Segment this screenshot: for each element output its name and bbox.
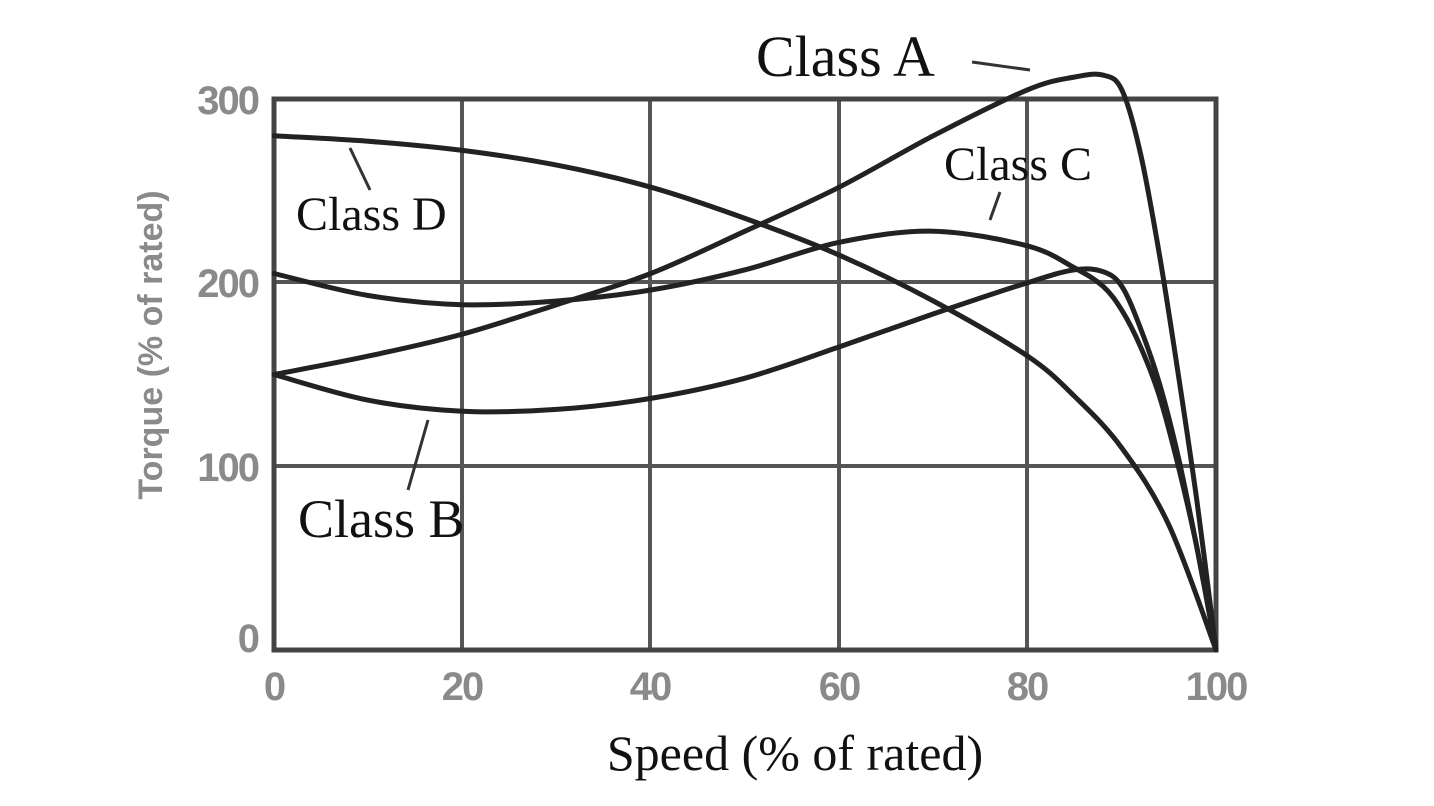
arrow-class-c (988, 191, 1002, 221)
y-axis-label: Torque (% of rated) (132, 190, 170, 499)
x-axis-label: Speed (% of rated) (607, 725, 983, 781)
curve-class-c (271, 228, 1219, 653)
x-tick-100: 100 (1186, 665, 1247, 709)
annotation-arrows (348, 60, 1031, 491)
x-axis-ticks: 0 20 40 60 80 100 (264, 665, 1249, 709)
x-tick-60: 60 (819, 665, 860, 709)
y-tick-200: 200 (197, 262, 258, 306)
label-class-d: Class D (296, 188, 447, 241)
x-tick-80: 80 (1007, 665, 1048, 709)
y-axis-ticks: 300 200 100 0 (197, 79, 261, 661)
curve-class-b (271, 266, 1219, 653)
y-tick-300: 300 (197, 79, 258, 123)
arrow-class-b (406, 419, 430, 491)
arrow-class-d (348, 147, 372, 191)
label-class-b: Class B (298, 489, 465, 549)
x-tick-0: 0 (264, 665, 285, 709)
curves (271, 71, 1219, 653)
label-class-a: Class A (756, 24, 935, 89)
curve-class-a (271, 71, 1219, 653)
curve-class-d (271, 133, 1219, 653)
label-class-c: Class C (944, 138, 1092, 191)
gridlines (274, 99, 1216, 650)
y-tick-100: 100 (197, 446, 258, 490)
x-tick-40: 40 (630, 665, 671, 709)
arrow-class-a (971, 60, 1031, 72)
x-tick-20: 20 (442, 665, 483, 709)
y-tick-0: 0 (238, 617, 259, 661)
